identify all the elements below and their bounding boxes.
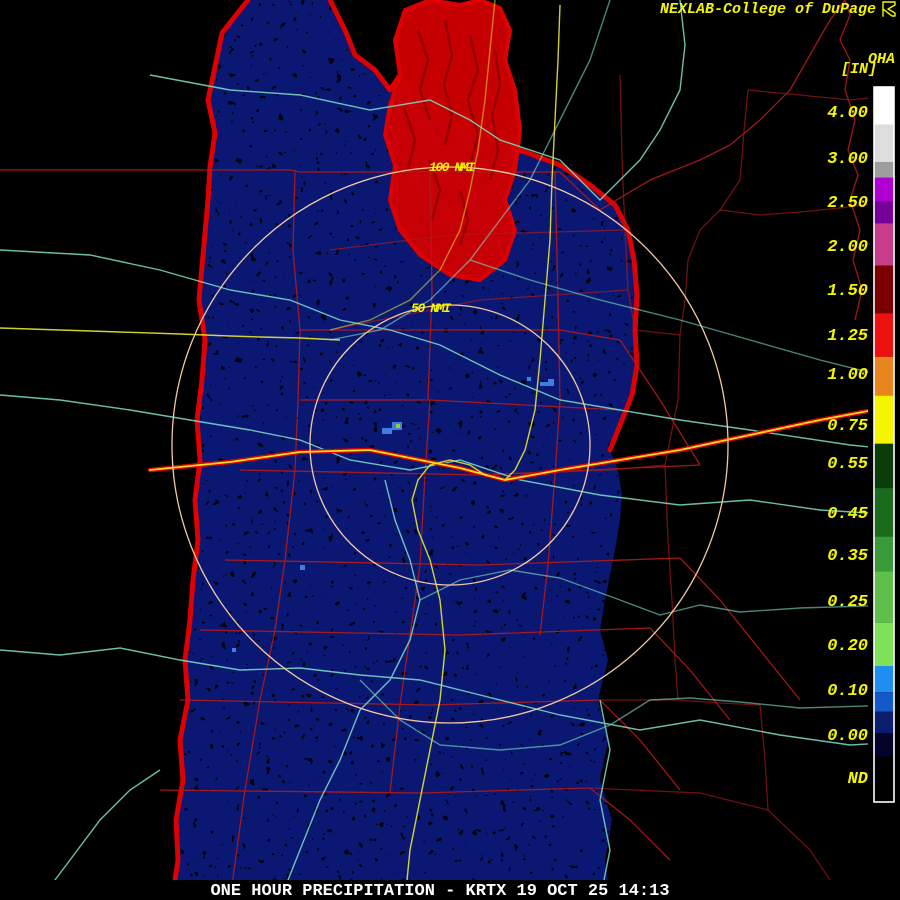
svg-text:NEXLAB-College of DuPage: NEXLAB-College of DuPage [660, 1, 876, 18]
svg-text:2.00: 2.00 [827, 238, 868, 257]
svg-text:[IN]: [IN] [841, 61, 877, 78]
svg-text:0.20: 0.20 [827, 637, 868, 656]
svg-text:0.00: 0.00 [827, 727, 868, 746]
svg-text:0.55: 0.55 [827, 455, 868, 474]
svg-text:0.10: 0.10 [827, 682, 868, 701]
svg-text:0.35: 0.35 [827, 547, 868, 566]
svg-text:4.00: 4.00 [827, 104, 868, 123]
svg-text:1.25: 1.25 [827, 327, 868, 346]
svg-text:100 NMI: 100 NMI [429, 160, 475, 175]
svg-text:1.50: 1.50 [827, 282, 868, 301]
svg-text:2.50: 2.50 [827, 194, 868, 213]
svg-text:0.25: 0.25 [827, 593, 868, 612]
svg-text:0.75: 0.75 [827, 417, 868, 436]
svg-text:1.00: 1.00 [827, 366, 868, 385]
svg-text:50 NMI: 50 NMI [411, 301, 451, 316]
svg-text:0.45: 0.45 [827, 505, 868, 524]
svg-text:3.00: 3.00 [827, 150, 868, 169]
svg-text:ND: ND [848, 770, 868, 789]
svg-text:ONE HOUR PRECIPITATION - KRTX: ONE HOUR PRECIPITATION - KRTX 19 OCT 25 … [210, 882, 669, 900]
